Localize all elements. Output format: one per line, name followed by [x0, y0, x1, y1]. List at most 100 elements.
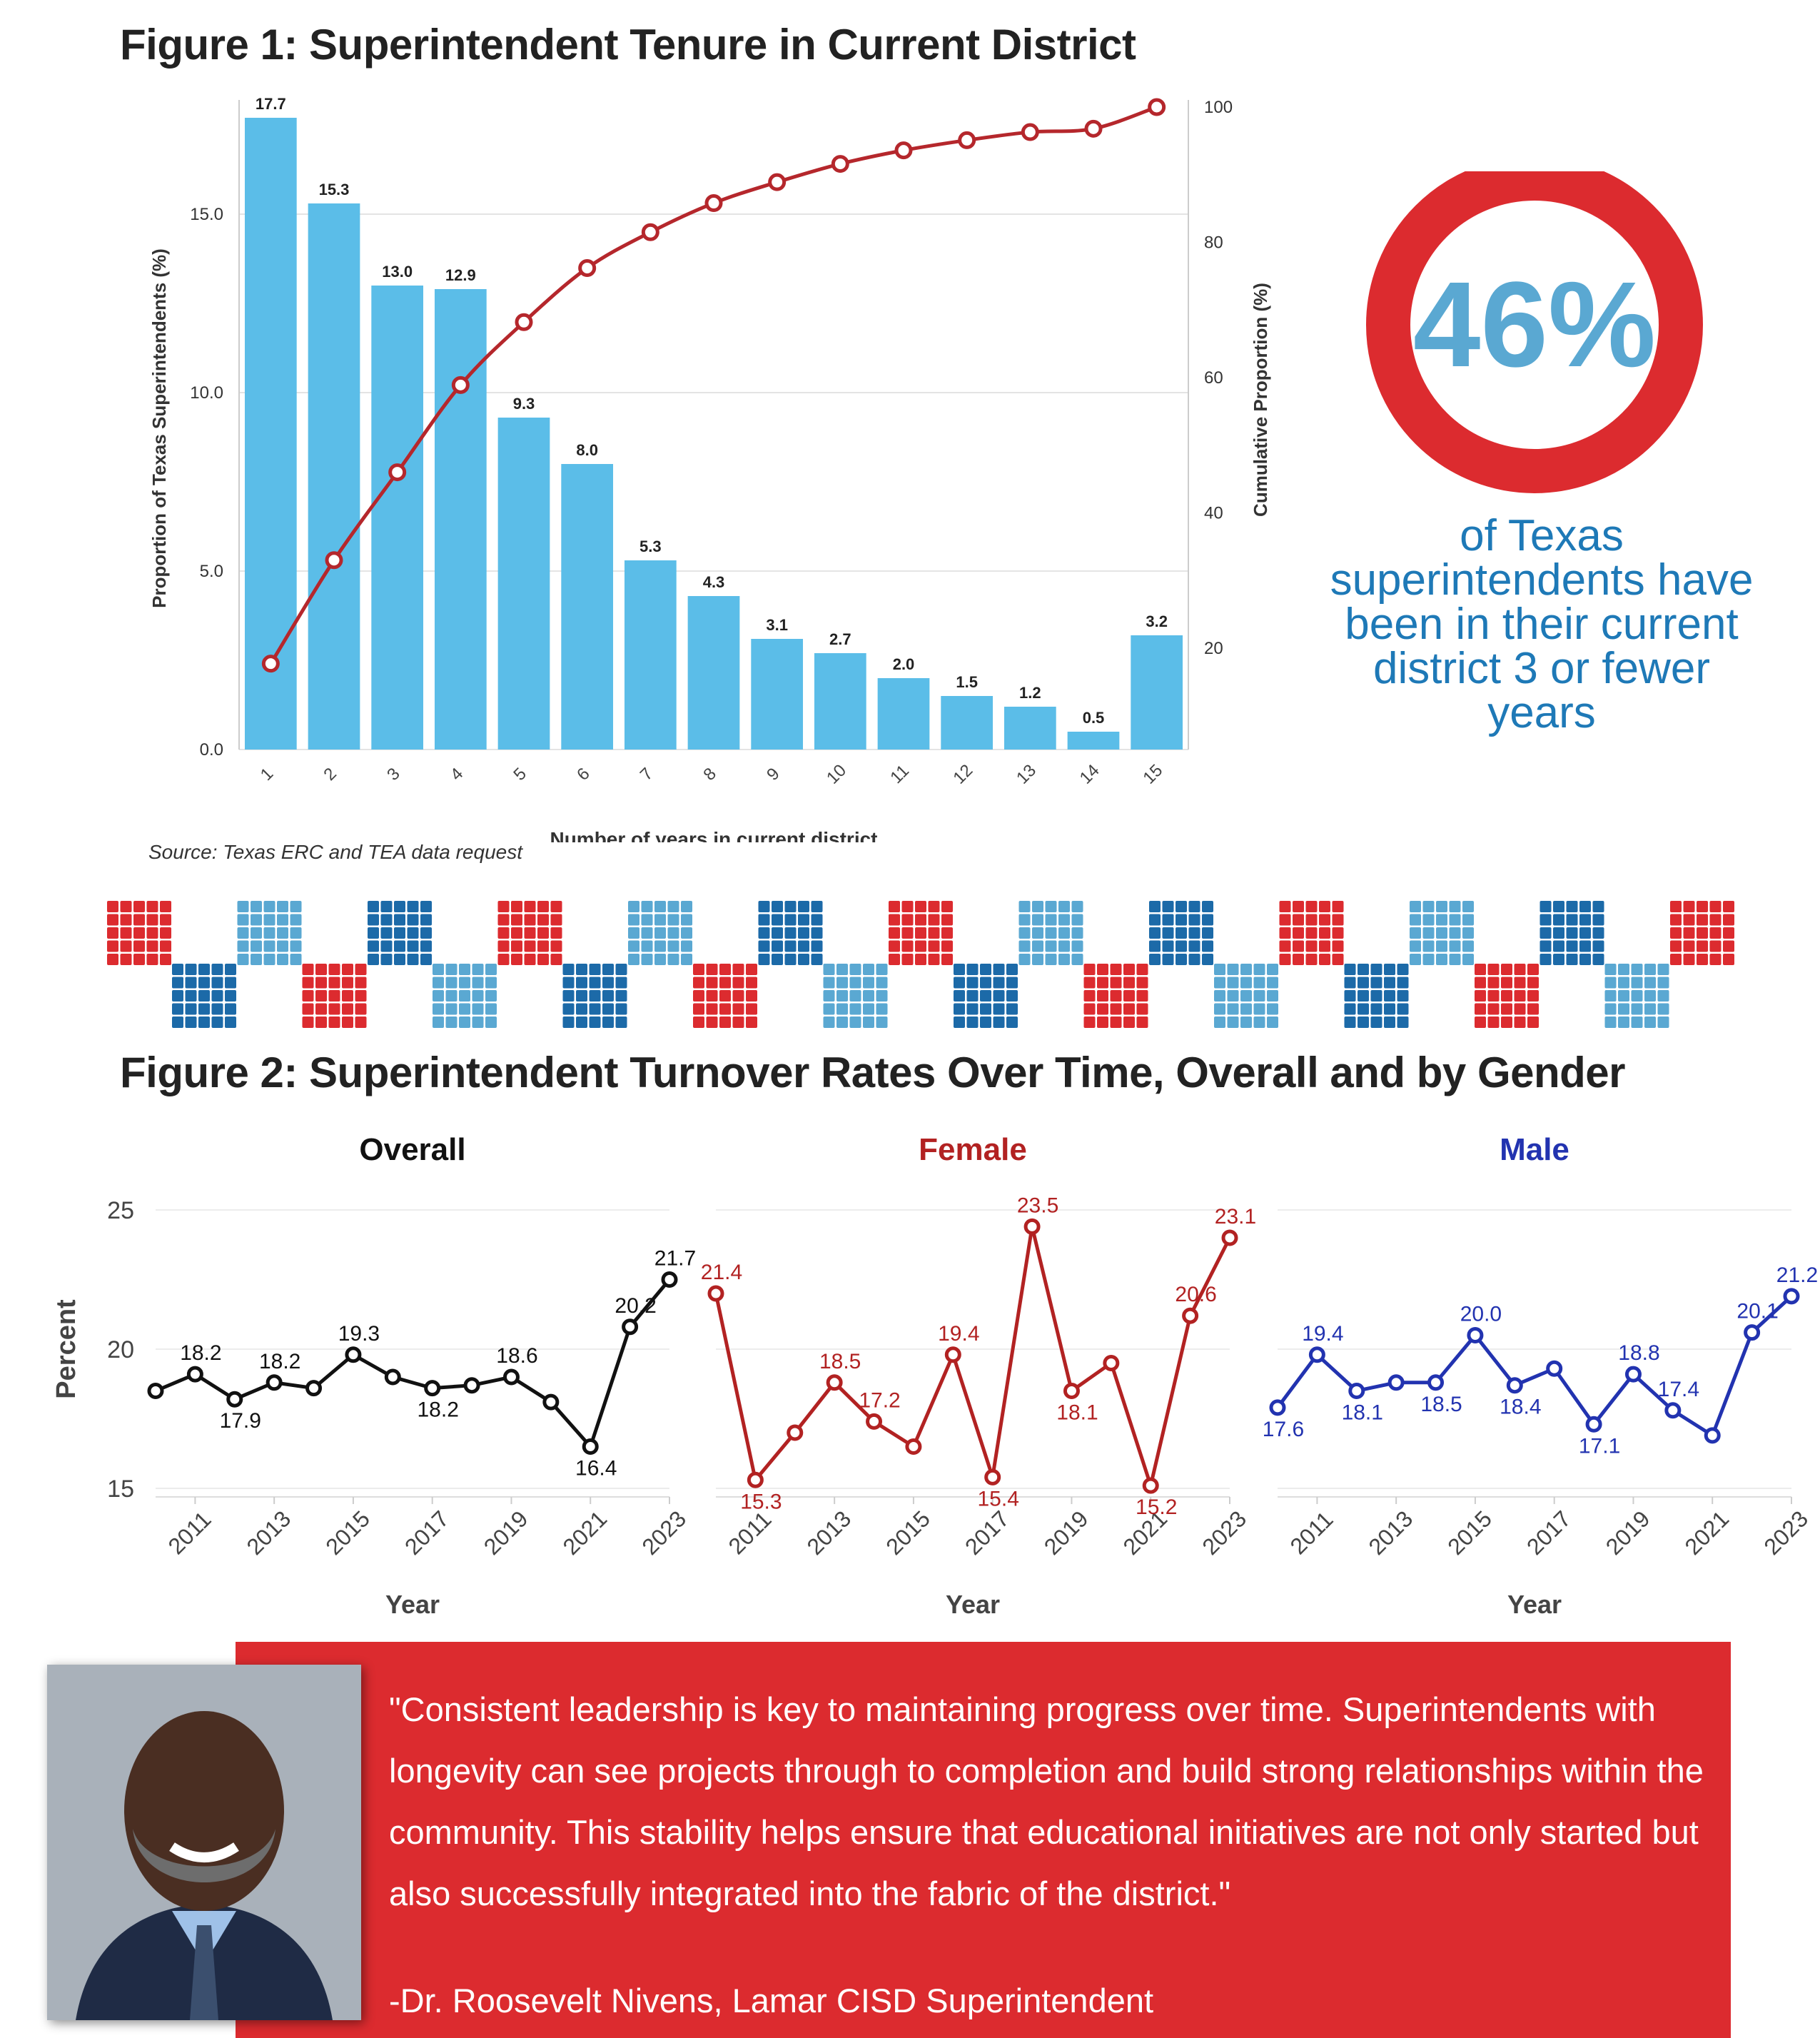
- pattern-cell: [811, 940, 823, 952]
- pattern-cell: [1344, 964, 1356, 975]
- pattern-cell: [706, 977, 718, 989]
- pattern-cell: [355, 977, 367, 989]
- point-label: 18.2: [180, 1341, 221, 1365]
- pattern-cell: [407, 901, 419, 912]
- series-point: [1744, 1324, 1761, 1341]
- pattern-cell: [1162, 901, 1174, 912]
- pattern-cell: [185, 964, 197, 975]
- pattern-cell: [1332, 940, 1344, 952]
- pattern-cell: [1083, 990, 1096, 1002]
- pattern-cell: [433, 990, 444, 1002]
- pattern-cell: [1657, 1003, 1669, 1015]
- pattern-cell: [836, 977, 848, 989]
- pattern-cell: [328, 990, 340, 1002]
- y2-tick-label: 80: [1204, 233, 1223, 252]
- pattern-cell: [1279, 901, 1291, 912]
- pattern-cell: [1319, 954, 1330, 965]
- pattern-cell: [1344, 977, 1356, 989]
- pattern-cell: [915, 954, 926, 965]
- pattern-cell: [537, 901, 549, 912]
- pattern-cell: [497, 901, 510, 912]
- pattern-cell: [497, 927, 510, 939]
- pattern-cell: [497, 914, 510, 926]
- series-point: [707, 1285, 724, 1302]
- pattern-cell: [433, 964, 444, 975]
- x-tick-label: 2023: [1759, 1505, 1813, 1560]
- pattern-cell: [302, 1003, 314, 1015]
- point-label: 18.4: [1500, 1396, 1541, 1419]
- cumulative-point: [768, 173, 787, 191]
- point-label: 17.9: [220, 1409, 261, 1433]
- pattern-cell: [251, 927, 262, 939]
- y-axis-label: Percent: [51, 1299, 81, 1399]
- pattern-cell: [1279, 927, 1291, 939]
- pattern-cell: [758, 901, 770, 912]
- pattern-cell: [1358, 1017, 1369, 1028]
- pattern-cell: [1370, 977, 1382, 989]
- pattern-cell: [681, 954, 692, 965]
- pattern-cell: [1592, 927, 1604, 939]
- quote-author: -Dr. Roosevelt Nivens, Lamar CISD Superi…: [389, 1982, 1154, 2019]
- cumulative-point: [704, 194, 723, 213]
- series-point: [1269, 1399, 1286, 1416]
- pattern-cell: [1514, 1017, 1526, 1028]
- pattern-cell: [1709, 954, 1722, 965]
- pattern-cell: [459, 990, 470, 1002]
- pattern-cell: [641, 914, 653, 926]
- cumulative-point: [831, 155, 849, 173]
- pattern-cell: [1410, 954, 1421, 965]
- pattern-cell: [849, 1003, 861, 1015]
- pattern-cell: [380, 927, 393, 939]
- pattern-cell: [1592, 954, 1604, 965]
- pattern-cell: [941, 927, 953, 939]
- pattern-cell: [1267, 990, 1278, 1002]
- pattern-cell: [966, 1003, 979, 1015]
- pattern-cell: [901, 914, 914, 926]
- bar-value-label: 1.5: [956, 673, 978, 691]
- series-point: [226, 1391, 243, 1408]
- pattern-cell: [1032, 927, 1043, 939]
- pattern-cell: [1631, 1003, 1643, 1015]
- pattern-cell: [1358, 1003, 1369, 1015]
- bar-value-label: 0.5: [1083, 709, 1105, 727]
- x-tick-label: 2023: [637, 1505, 691, 1560]
- x-tick-label: 6: [573, 764, 594, 785]
- bar: [1131, 635, 1183, 750]
- pattern-cell: [511, 914, 522, 926]
- y-tick-label: 15: [107, 1475, 134, 1503]
- author-photo: [47, 1665, 361, 2020]
- pattern-cell: [602, 1017, 614, 1028]
- pattern-cell: [1358, 990, 1369, 1002]
- figure1-chart: 0.05.010.015.02040608010017.7115.3213.03…: [148, 95, 1271, 842]
- pattern-cell: [1293, 954, 1304, 965]
- pattern-cell: [1045, 901, 1057, 912]
- pattern-cell: [889, 954, 900, 965]
- x-tick-label: 5: [510, 764, 530, 785]
- series-point: [622, 1318, 639, 1336]
- point-label: 17.2: [859, 1388, 900, 1412]
- pattern-cell: [889, 914, 900, 926]
- pattern-cell: [889, 940, 900, 952]
- pattern-cell: [615, 977, 627, 989]
- pattern-cell: [1227, 1003, 1239, 1015]
- pattern-cell: [1045, 927, 1057, 939]
- pattern-cell: [772, 927, 783, 939]
- pattern-cell: [863, 977, 874, 989]
- x-tick-label: 2011: [163, 1506, 216, 1559]
- pattern-cell: [315, 990, 327, 1002]
- pattern-cell: [1709, 940, 1722, 952]
- pattern-cell: [954, 977, 965, 989]
- pattern-cell: [1527, 990, 1539, 1002]
- pattern-cell: [524, 901, 536, 912]
- pattern-cell: [1058, 940, 1070, 952]
- pattern-cell: [719, 1003, 731, 1015]
- pattern-cell: [615, 1003, 627, 1015]
- pattern-cell: [485, 977, 497, 989]
- pattern-cell: [1422, 954, 1435, 965]
- pattern-cell: [1370, 964, 1382, 975]
- pattern-cell: [1123, 964, 1135, 975]
- y-tick-label: 20: [107, 1336, 134, 1363]
- pattern-cell: [901, 954, 914, 965]
- pattern-cell: [681, 901, 692, 912]
- pattern-cell: [1370, 1017, 1382, 1028]
